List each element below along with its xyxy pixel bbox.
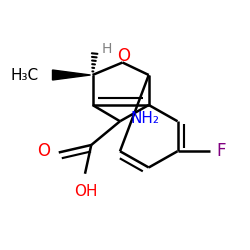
Text: OH: OH xyxy=(74,184,98,199)
Text: NH₂: NH₂ xyxy=(130,111,159,126)
Text: O: O xyxy=(117,47,130,65)
Polygon shape xyxy=(52,70,90,80)
Text: H: H xyxy=(101,42,112,56)
Text: O: O xyxy=(37,142,50,160)
Text: F: F xyxy=(216,142,226,160)
Text: H₃C: H₃C xyxy=(10,68,39,82)
